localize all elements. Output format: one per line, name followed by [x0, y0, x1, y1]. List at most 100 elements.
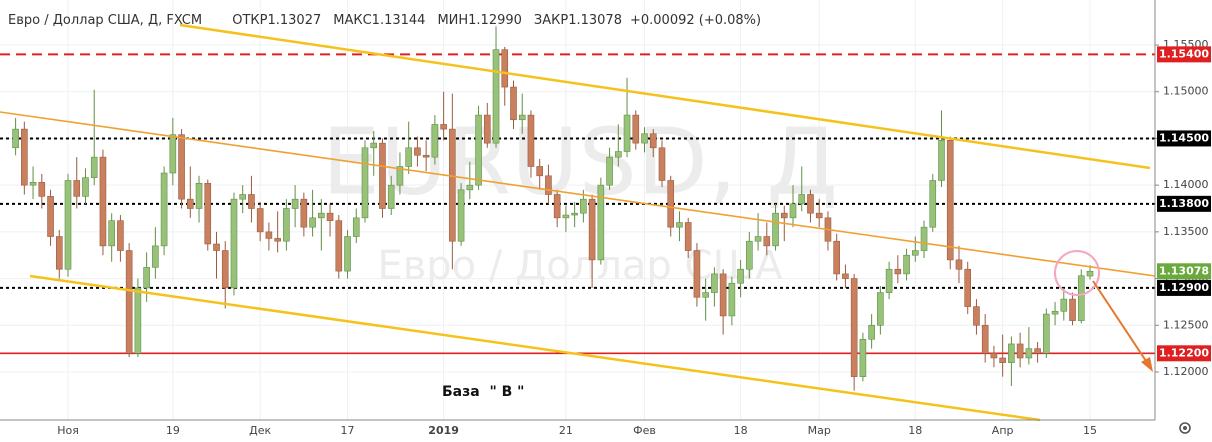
candle-body: [1060, 298, 1068, 312]
candle-body: [108, 220, 115, 247]
candle-body: [562, 214, 570, 219]
y-tick-label: 1.12000: [1163, 365, 1209, 378]
candle-body: [912, 250, 919, 256]
candle-body: [152, 245, 159, 268]
candle-body: [195, 182, 203, 209]
candle-body: [169, 134, 177, 174]
candle-body: [405, 147, 412, 167]
field-label: ОТКР: [232, 13, 267, 28]
candle-body: [82, 177, 89, 197]
candle-body: [300, 198, 308, 228]
level-label: 1.12900: [1159, 281, 1209, 294]
candle-body: [73, 180, 81, 197]
settings-icon[interactable]: [1179, 422, 1191, 434]
x-tick-label: 21: [559, 424, 573, 437]
watermark-symbol: EURUSD, Д: [322, 108, 838, 215]
candle-body: [483, 114, 491, 144]
candle-body: [370, 142, 378, 149]
highlight-circle: [1054, 250, 1100, 296]
candle-body: [527, 114, 535, 167]
candle-body: [981, 324, 989, 354]
candle-body: [606, 156, 613, 186]
field-value: 1.12990: [468, 13, 522, 28]
candle-body: [1086, 270, 1094, 277]
level-label: 1.13800: [1159, 197, 1209, 210]
level-box: [1157, 263, 1211, 280]
candle-body: [239, 194, 247, 200]
candle-body: [885, 268, 893, 293]
candle-body: [99, 156, 107, 247]
candle-body: [920, 226, 928, 251]
level-label: 1.13078: [1159, 264, 1209, 277]
candle-body: [772, 212, 779, 247]
candle-body: [737, 268, 744, 284]
candle-body: [510, 86, 517, 121]
candle-body: [667, 180, 675, 228]
candle-body: [1008, 343, 1015, 363]
candle-body: [580, 198, 587, 214]
field-label: МАКС: [333, 13, 371, 28]
candle-body: [466, 184, 474, 191]
y-tick-label: 1.13500: [1163, 225, 1209, 238]
x-tick-label: Дек: [249, 424, 271, 437]
candle-body: [1069, 298, 1076, 321]
candle-body: [38, 182, 46, 197]
candle-body: [955, 259, 963, 270]
x-tick-label: 17: [341, 424, 355, 437]
candle-body: [815, 212, 823, 219]
symbol: Евро / Доллар США, Д, FXCM: [8, 13, 202, 28]
candle-body: [946, 140, 954, 261]
candle-body: [518, 114, 526, 121]
level-box: [1157, 130, 1211, 147]
candle-body: [676, 222, 683, 228]
candle-body: [903, 254, 910, 275]
candle-body: [702, 292, 709, 298]
candle-body: [798, 194, 806, 205]
level-box: [1157, 195, 1211, 212]
candle-body: [763, 236, 771, 247]
annotation: База " В ": [442, 384, 524, 400]
level-label: 1.14500: [1159, 131, 1209, 144]
candle-body: [597, 184, 605, 261]
field-value: 1.13144: [372, 13, 426, 28]
candle-body: [894, 268, 902, 275]
candle-body: [283, 208, 290, 242]
level-box: [1157, 345, 1211, 362]
x-tick-label: Апр: [992, 424, 1014, 437]
candle-body: [999, 357, 1006, 363]
field-value: 1.13078: [568, 13, 622, 28]
candle-body: [21, 128, 28, 186]
candle-body: [326, 212, 334, 221]
candle-body: [186, 198, 194, 209]
candle-body: [12, 128, 19, 149]
x-tick-label: 2019: [428, 424, 459, 437]
candle-body: [990, 353, 998, 359]
level-box: [1157, 279, 1211, 296]
trend-line-middle: [0, 111, 1156, 277]
x-tick-label: Фев: [633, 424, 656, 437]
candle-body: [964, 268, 972, 307]
candle-body: [711, 273, 718, 293]
candle-body: [387, 184, 395, 209]
candle-body: [850, 278, 858, 377]
field-label: ЗАКР: [534, 13, 568, 28]
trend-line-upper: [179, 23, 1151, 170]
candle-body: [615, 151, 622, 158]
candle-body: [160, 172, 168, 247]
candle-body: [536, 166, 543, 177]
x-tick-label: Ноя: [57, 424, 79, 437]
candle-body: [1034, 348, 1041, 354]
candle-body: [440, 124, 447, 130]
candle-body: [47, 196, 54, 237]
candle-body: [125, 250, 133, 354]
candle-body: [134, 287, 142, 354]
candle-body: [361, 147, 369, 219]
x-tick-label: 18: [734, 424, 748, 437]
candle-body: [90, 156, 98, 178]
x-tick-label: Мар: [808, 424, 831, 437]
candle-body: [352, 217, 360, 237]
candle-body: [719, 273, 727, 317]
candles: [12, 26, 1094, 391]
y-tick-label: 1.12500: [1163, 318, 1209, 331]
axis-labels: 1.120001.125001.130001.135001.140001.145…: [57, 38, 1211, 437]
